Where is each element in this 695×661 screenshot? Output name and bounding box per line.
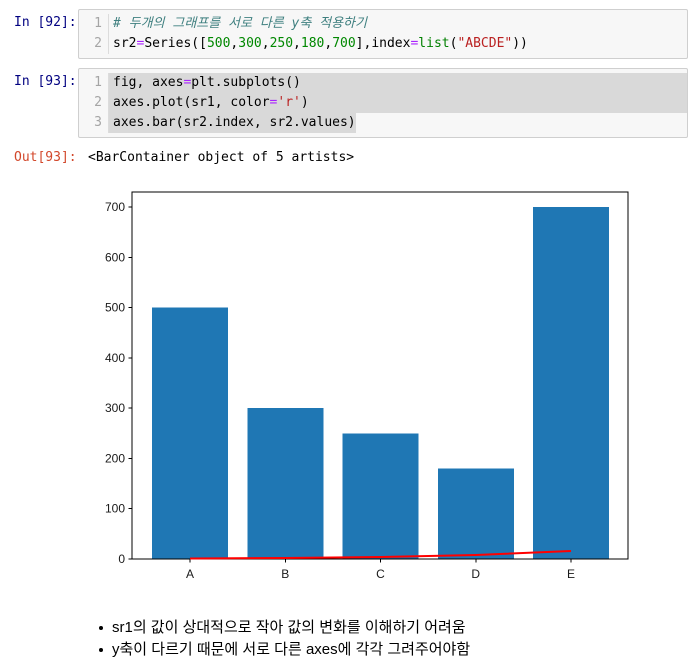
code-cells: In [92]: 1 # 두개의 그래프를 서로 다른 y축 적용하기 2 sr2=Se…	[14, 9, 688, 138]
line-number: 1	[79, 14, 109, 34]
code-line: 3 axes.bar(sr2.index, sr2.values)	[79, 113, 687, 133]
token: axes.bar(sr2.index, sr2.values)	[113, 115, 356, 130]
token: sr2	[113, 36, 137, 51]
bar-chart: 0 100 200 300 400 500 600 700 A B C D E	[97, 175, 661, 611]
code-text: axes.plot(sr1, color='r')	[109, 93, 687, 113]
note-item: sr1의 값이 상대적으로 작아 값의 변화를 이해하기 어려움	[96, 617, 688, 639]
token: )	[300, 95, 309, 110]
x-tick-label: A	[186, 567, 194, 581]
code-input[interactable]: 1 fig, axes=plt.subplots() 2 axes.plot(sr1,…	[78, 68, 688, 138]
token: ,	[230, 36, 239, 51]
code-line: 2 axes.plot(sr1, color='r')	[79, 93, 687, 113]
token: 180	[300, 36, 325, 51]
token: list	[418, 36, 450, 51]
output-text: <BarContainer object of 5 artists>	[88, 150, 355, 165]
sr1-line	[189, 549, 572, 560]
token: =	[183, 75, 192, 90]
token: ],index	[355, 36, 411, 51]
token: axes.plot(sr1, color	[113, 95, 270, 110]
y-axis: 0 100 200 300 400 500 600 700	[105, 200, 132, 566]
token: # 두개의 그래프를 서로 다른 y축 적용하기	[113, 16, 367, 31]
y-tick-label: 0	[118, 552, 125, 566]
token: =	[136, 36, 145, 51]
code-line: 2 sr2=Series([500,300,250,180,700],index=…	[79, 34, 687, 54]
in-prompt: In [92]:	[14, 15, 77, 30]
line-number: 1	[79, 73, 109, 93]
token: ,	[293, 36, 301, 51]
x-axis: A B C D E	[186, 559, 575, 581]
code-cell: In [93]: 1 fig, axes=plt.subplots() 2 axes.p…	[14, 68, 688, 138]
token: 500	[206, 36, 231, 51]
y-tick-label: 500	[105, 301, 125, 315]
token: 'r'	[277, 95, 301, 110]
x-tick-label: B	[281, 567, 289, 581]
in-prompt: In [93]:	[14, 74, 77, 89]
x-tick-label: D	[471, 567, 480, 581]
code-input[interactable]: 1 # 두개의 그래프를 서로 다른 y축 적용하기 2 sr2=Series([50…	[78, 9, 688, 59]
code-cell: In [92]: 1 # 두개의 그래프를 서로 다른 y축 적용하기 2 sr2=Se…	[14, 9, 688, 59]
figure-output: 0 100 200 300 400 500 600 700 A B C D E	[97, 175, 661, 611]
code-line: 1 fig, axes=plt.subplots()	[79, 73, 687, 93]
token: "ABCDE"	[457, 36, 513, 51]
y-tick-label: 100	[105, 502, 125, 516]
y-tick-label: 300	[105, 401, 125, 415]
token: (	[449, 36, 458, 51]
token: 250	[269, 36, 294, 51]
bar-E	[533, 207, 609, 559]
notes-list: sr1의 값이 상대적으로 작아 값의 변화를 이해하기 어려움 y축이 다르기 …	[96, 617, 688, 661]
line-number: 2	[79, 93, 109, 113]
out-prompt: Out[93]:	[14, 150, 77, 165]
bar-B	[247, 408, 324, 559]
code-text: # 두개의 그래프를 서로 다른 y축 적용하기	[109, 14, 367, 34]
x-tick-label: E	[567, 567, 575, 581]
line-number: 3	[79, 113, 109, 133]
token: =	[410, 36, 419, 51]
code-text: fig, axes=plt.subplots()	[109, 73, 687, 93]
y-tick-label: 400	[105, 351, 125, 365]
token: 700	[332, 36, 356, 51]
bar-D	[437, 468, 514, 559]
bar-C	[342, 433, 419, 559]
bar-A	[152, 307, 228, 559]
token: fig, axes	[113, 75, 184, 90]
code-line: 1 # 두개의 그래프를 서로 다른 y축 적용하기	[79, 14, 687, 34]
token: plt.subplots()	[191, 75, 301, 90]
token: ,	[324, 36, 333, 51]
note-item: y축이 다르기 때문에 서로 다른 axes에 각각 그려주어야함	[96, 639, 688, 661]
line-number: 2	[79, 34, 109, 54]
token: 300	[238, 36, 262, 51]
y-tick-label: 600	[105, 250, 125, 264]
y-tick-label: 700	[105, 200, 125, 214]
token: ,	[261, 36, 270, 51]
token: =	[269, 95, 278, 110]
bars	[152, 207, 609, 559]
output-row: Out[93]: <BarContainer object of 5 artis…	[14, 147, 688, 167]
x-tick-label: C	[376, 567, 385, 581]
y-tick-label: 200	[105, 451, 125, 465]
code-text: sr2=Series([500,300,250,180,700],index=l…	[109, 34, 528, 54]
code-text: axes.bar(sr2.index, sr2.values)	[109, 113, 356, 133]
token: Series([	[144, 36, 207, 51]
token: ))	[512, 36, 528, 51]
